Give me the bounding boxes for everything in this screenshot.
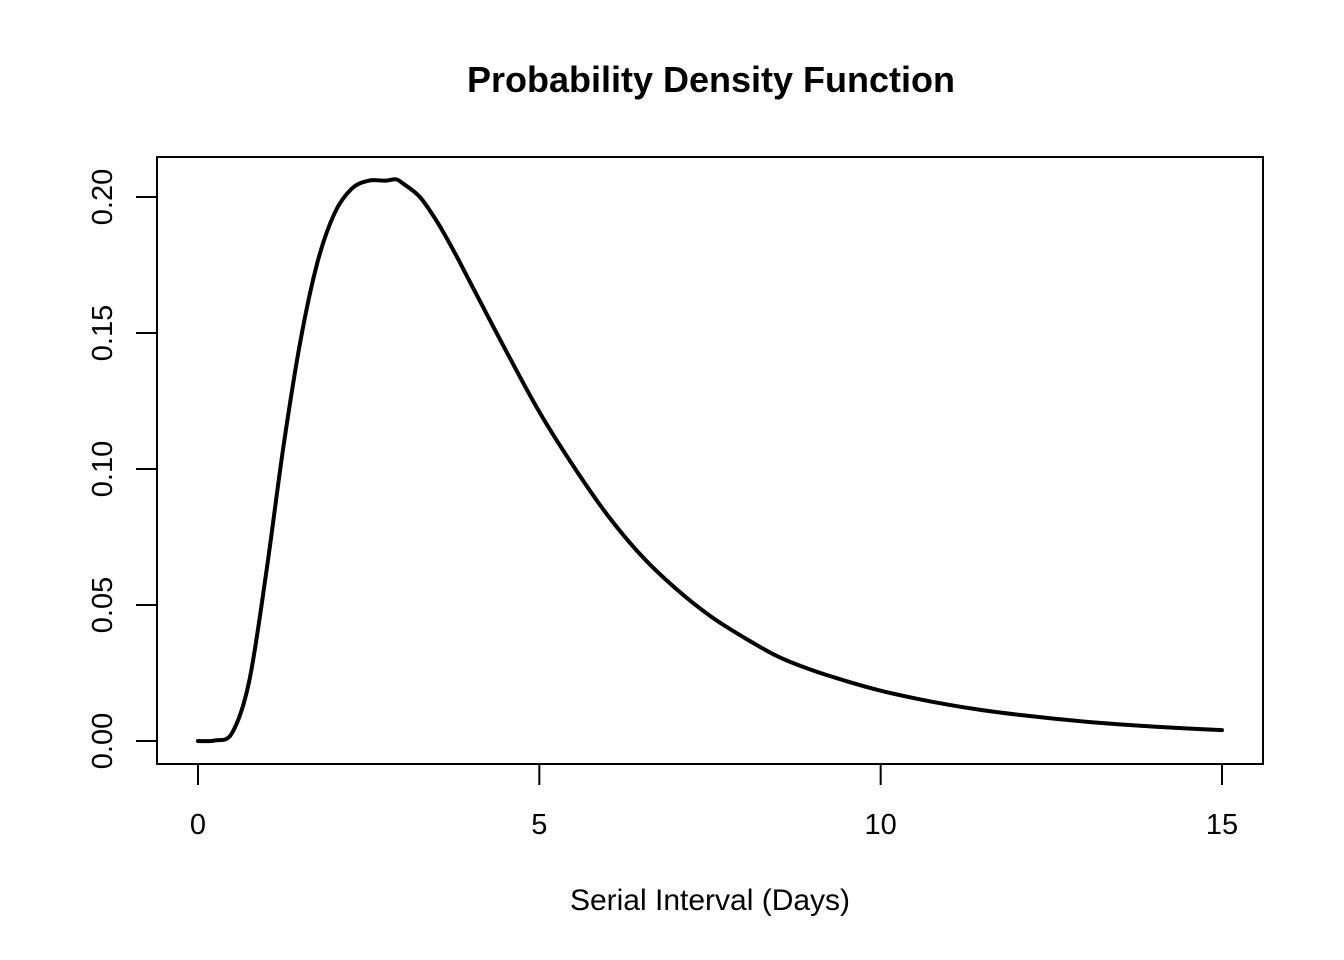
x-tick-label: 0 (190, 809, 206, 841)
chart-title: Probability Density Function (467, 59, 955, 100)
x-tick-label: 15 (1206, 809, 1238, 841)
x-tick-label: 10 (865, 809, 897, 841)
x-axis-label: Serial Interval (Days) (570, 884, 850, 917)
density-curve (196, 177, 1224, 744)
y-tick-label: 0.10 (87, 441, 119, 497)
y-tick-label: 0.05 (87, 577, 119, 633)
x-axis: 0 5 10 15 (190, 763, 1238, 841)
y-tick-label: 0.20 (87, 169, 119, 225)
y-axis: 0.00 0.05 0.10 0.15 0.20 (87, 169, 158, 769)
y-tick-label: 0.15 (87, 305, 119, 361)
x-tick-label: 5 (531, 809, 547, 841)
y-tick-label: 0.00 (87, 713, 119, 769)
